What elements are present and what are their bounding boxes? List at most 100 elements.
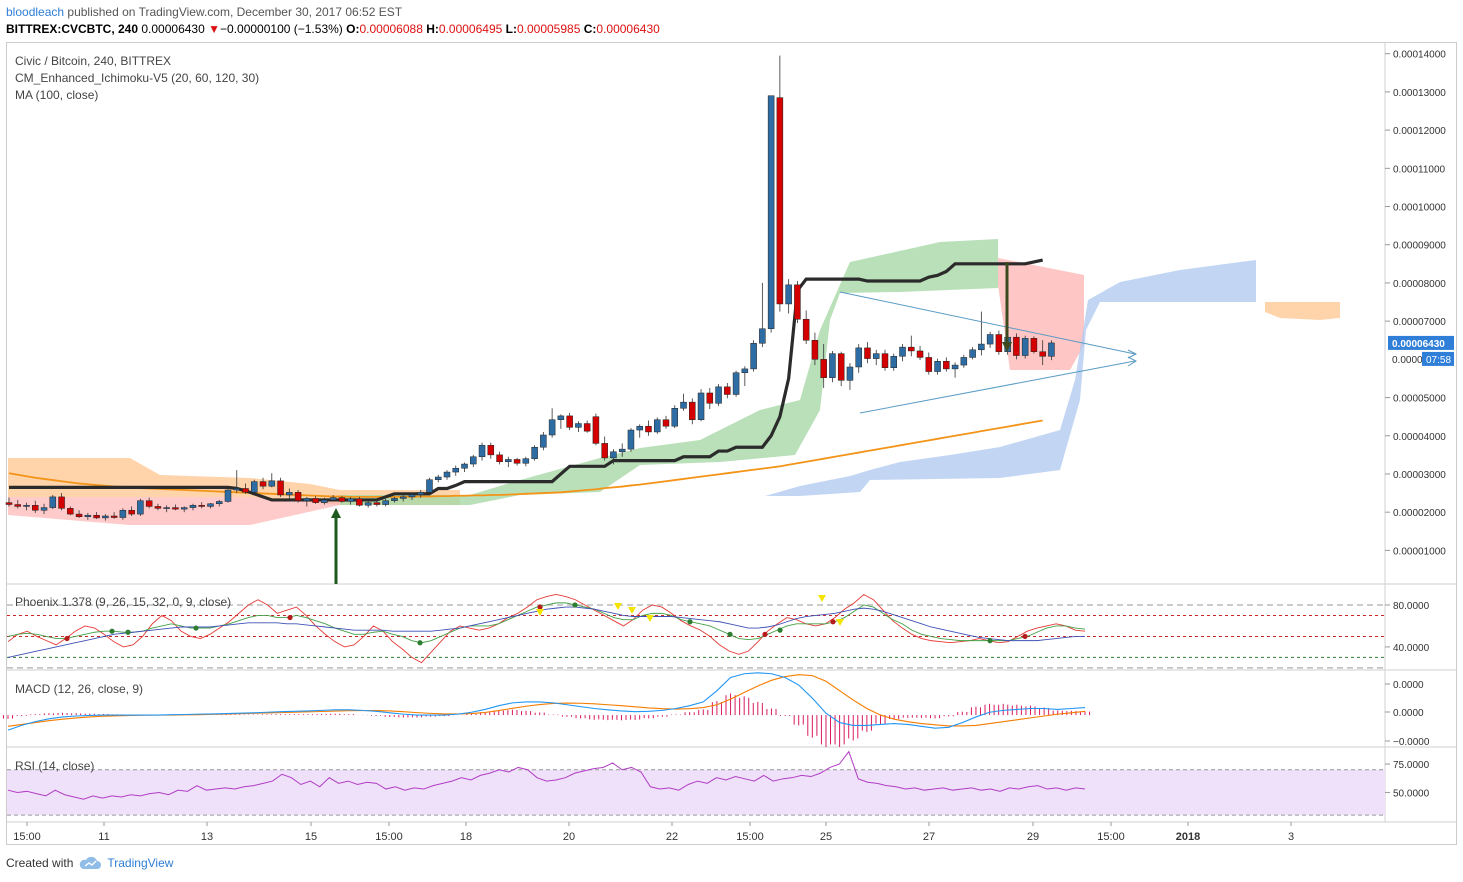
candle-down	[242, 488, 249, 493]
candle-up	[1048, 342, 1055, 357]
candle-up	[636, 425, 643, 431]
candle-down	[925, 357, 933, 372]
candle-up	[627, 429, 635, 450]
candle-down	[706, 392, 714, 404]
candle-down	[145, 500, 153, 507]
candle-up	[321, 499, 328, 503]
candle-up	[548, 419, 556, 436]
candle-up	[890, 356, 898, 369]
candle-up	[137, 500, 144, 515]
low-label: L:	[505, 22, 517, 36]
candle-down	[811, 339, 819, 360]
candle-down	[566, 415, 573, 428]
candle-up	[750, 343, 757, 370]
candle-down	[794, 284, 801, 320]
triangle-lower-line	[859, 360, 1136, 414]
y-tick-label: 0.00002000	[1393, 508, 1446, 519]
phoenix-signal-dot	[537, 604, 543, 610]
phoenix-fast-line	[7, 593, 1086, 664]
x-tick-label: 18	[460, 831, 472, 843]
rsi-line	[7, 750, 1086, 800]
candle-up	[680, 401, 687, 409]
ichimoku-cloud-bull	[340, 239, 998, 505]
phoenix-alert-marker	[818, 595, 826, 602]
phoenix-signal-dot	[287, 614, 293, 621]
candle-up	[732, 372, 740, 395]
candle-up	[741, 368, 749, 373]
footer: Created with TradingView	[6, 856, 173, 870]
tradingview-brand-link[interactable]: TradingView	[107, 856, 174, 870]
phoenix-signal-dot	[777, 627, 783, 633]
candle-up	[443, 471, 451, 478]
phoenix-signal-dot	[417, 640, 423, 646]
x-tick-label: 11	[98, 831, 109, 843]
candle-up	[986, 334, 994, 345]
phoenix-alert-marker	[628, 607, 636, 614]
symbol-label: BITTREX:CVCBTC, 240	[6, 22, 139, 36]
candle-down	[294, 492, 302, 501]
x-tick-label: 15:00	[1097, 831, 1125, 843]
arrow-head-icon	[1127, 349, 1138, 359]
candle-down	[1030, 338, 1038, 352]
low-value: 0.00005985	[516, 22, 581, 36]
candle-up	[899, 346, 906, 357]
phoenix-signal-dot	[987, 638, 993, 644]
phoenix-y-tick-label: 80.0000	[1393, 601, 1430, 612]
y-tick-label: 0.00008000	[1393, 279, 1446, 290]
candle-down	[14, 504, 22, 507]
candle-down	[689, 401, 696, 420]
candle-up	[557, 415, 565, 420]
candle-up	[618, 448, 626, 453]
candle-up	[364, 502, 372, 506]
candle-down	[128, 510, 135, 515]
timer-price-label: 0.0000	[1392, 355, 1423, 366]
candle-up	[829, 353, 836, 378]
author-link[interactable]: bloodleach	[6, 5, 65, 19]
candle-up	[434, 476, 442, 480]
candle-up	[180, 507, 188, 510]
change-value: −0.00000100 (−1.53%)	[220, 22, 343, 36]
ichimoku-cloud-bear-past	[8, 458, 460, 505]
candle-up	[286, 492, 293, 496]
main-legend-title: Civic / Bitcoin, 240, BITTREX	[15, 54, 172, 68]
last-price-tag-bg	[1388, 335, 1454, 350]
candle-up	[215, 501, 223, 505]
candle-up	[303, 498, 311, 501]
candle-down	[487, 445, 495, 456]
change-down-icon: ▼	[208, 22, 221, 36]
last-price: 0.00006430	[141, 22, 205, 36]
y-tick-label: 0.00001000	[1393, 546, 1446, 557]
phoenix-alert-marker	[836, 619, 844, 626]
macd-y-tick-label: 0.0000	[1393, 680, 1424, 691]
candle-up	[697, 392, 705, 420]
candle-up	[872, 353, 880, 359]
candle-down	[373, 502, 381, 505]
ma100-line	[8, 419, 1043, 498]
x-tick-label: 15:00	[375, 831, 403, 843]
macd-line	[7, 672, 1086, 731]
candle-up	[855, 347, 862, 368]
candle-down	[513, 459, 521, 464]
created-with-text: Created with	[6, 856, 74, 870]
candle-up	[846, 366, 854, 381]
candle-down	[583, 423, 591, 432]
candle-up	[575, 423, 582, 428]
candle-down	[312, 498, 319, 503]
candle-up	[189, 505, 197, 508]
candle-up	[347, 498, 354, 502]
tradingview-cloud-icon	[80, 856, 102, 869]
macd-y-tick-label: −0.0000	[1393, 737, 1430, 748]
candle-up	[49, 496, 57, 508]
open-value: 0.00006088	[359, 22, 423, 36]
candle-up	[426, 479, 433, 493]
candle-up	[329, 497, 337, 501]
chart-frame	[6, 42, 1457, 845]
timer-tag-bg	[1422, 351, 1454, 366]
candle-up	[531, 446, 538, 459]
y-tick-label: 0.00014000	[1393, 50, 1446, 61]
candle-down	[198, 505, 205, 507]
y-tick-label: 0.00007000	[1393, 317, 1446, 328]
candle-up	[715, 386, 722, 404]
candle-down	[1013, 336, 1020, 356]
